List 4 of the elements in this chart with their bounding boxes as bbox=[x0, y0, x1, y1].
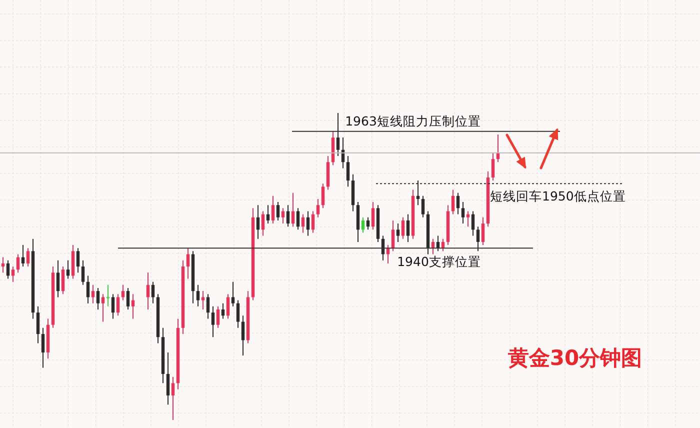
ref-line-label: 短线回车1950低点位置 bbox=[490, 188, 626, 204]
title: 黄金30分钟图 bbox=[508, 346, 642, 370]
ref-line-label: 1940支撑位置 bbox=[397, 254, 481, 270]
ref-line-label: 1963短线阻力压制位置 bbox=[345, 113, 481, 128]
